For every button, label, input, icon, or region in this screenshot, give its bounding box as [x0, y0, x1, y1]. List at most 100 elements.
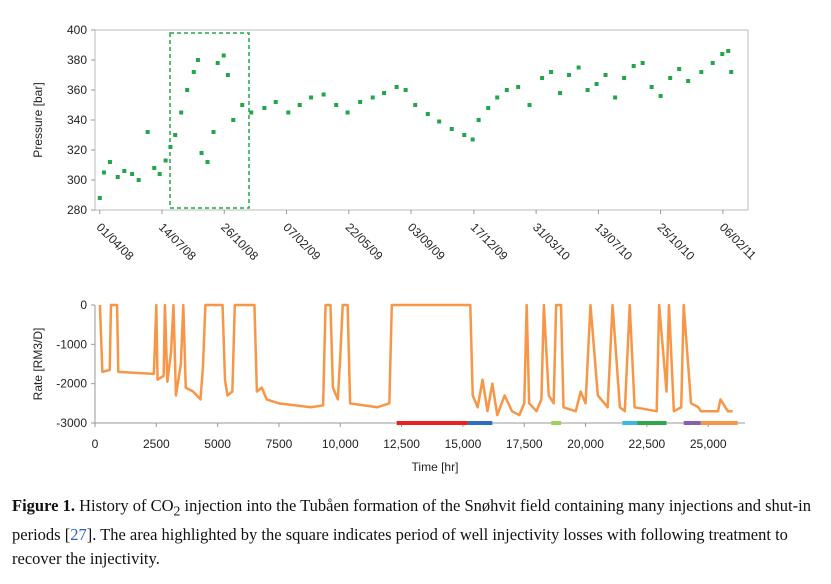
caption-text: ]. The area highlighted by the square in…: [12, 525, 788, 569]
x-tick-label: 03/09/09: [405, 220, 448, 263]
x-tick-label: 2500: [143, 437, 170, 451]
point: [462, 133, 467, 137]
point: [115, 175, 120, 179]
caption: Figure 1. History of CO2 injection into …: [12, 494, 817, 571]
point: [576, 65, 581, 70]
point: [130, 172, 135, 176]
x-tick-label: 07/02/09: [280, 220, 323, 263]
point: [358, 100, 363, 104]
x-tick-label: 13/07/10: [592, 220, 635, 263]
point: [195, 58, 200, 62]
point: [558, 91, 563, 95]
point: [631, 64, 636, 68]
point: [179, 110, 184, 115]
x-tick-label: 5000: [204, 437, 231, 451]
x-tick-label: 0: [92, 437, 99, 451]
period-bar: [700, 421, 738, 425]
x-tick-label: 14/07/08: [156, 220, 199, 263]
point: [97, 196, 102, 200]
x-tick-label: 06/02/11: [717, 220, 760, 263]
point: [677, 67, 682, 71]
point: [286, 110, 291, 115]
y-tick-label: 400: [67, 23, 87, 37]
point: [726, 49, 731, 53]
highlight-box: [169, 32, 250, 209]
caption-text: History of CO: [79, 496, 174, 515]
point: [136, 178, 141, 182]
point: [686, 79, 691, 83]
point: [413, 103, 418, 107]
point: [262, 106, 267, 110]
point: [370, 95, 375, 100]
x-tick-label: 7500: [266, 437, 293, 451]
point: [145, 130, 150, 134]
x-tick-label: 10,000: [322, 437, 359, 451]
point: [107, 160, 112, 164]
y-tick-label: 360: [67, 83, 87, 97]
y-tick-label: -1000: [56, 337, 87, 351]
point: [382, 91, 387, 95]
point: [101, 170, 106, 175]
caption-text: injection into the Tubåen formation of t…: [12, 496, 811, 545]
point: [470, 137, 475, 142]
period-bar: [467, 421, 493, 425]
caption-label: Figure 1.: [12, 496, 75, 515]
y-tick-label: 320: [67, 143, 87, 157]
point: [249, 110, 254, 115]
point: [495, 95, 500, 100]
y-tick-label: 300: [67, 173, 87, 187]
rate-line: [98, 303, 733, 417]
point: [215, 61, 220, 65]
point: [221, 53, 226, 58]
y-tick-label: 280: [67, 203, 87, 217]
point: [720, 52, 725, 56]
point: [699, 70, 704, 74]
point: [658, 94, 663, 98]
point: [122, 169, 127, 173]
period-bar: [622, 421, 638, 425]
y-tick-label: 340: [67, 113, 87, 127]
point: [273, 100, 278, 104]
point: [163, 158, 168, 163]
period-bar: [637, 421, 667, 425]
point: [540, 76, 545, 80]
point: [504, 88, 509, 92]
point: [191, 70, 196, 74]
point: [486, 106, 491, 110]
x-tick-label: 20,000: [567, 437, 604, 451]
point: [394, 85, 399, 89]
y-tick-label: 0: [80, 298, 87, 312]
point: [185, 88, 190, 92]
point: [321, 92, 326, 97]
caption-subscript: 2: [173, 503, 181, 519]
figure: 280 300 320 340 360 380 400 01/04/08 14/07/08 26/…: [31, 23, 760, 474]
point: [225, 73, 230, 77]
x-tick-label: 25,000: [690, 437, 727, 451]
point: [309, 95, 314, 100]
point: [729, 70, 734, 74]
point: [211, 130, 216, 134]
point: [437, 119, 442, 124]
caption-reference[interactable]: 27: [70, 525, 87, 545]
x-tick-label: 31/03/10: [530, 220, 573, 263]
point: [668, 76, 673, 80]
point: [240, 103, 245, 107]
point: [345, 110, 350, 115]
x-tick-label: 22/05/09: [343, 220, 386, 263]
period-bar: [396, 421, 468, 425]
point: [594, 82, 599, 86]
y-axis-label: Pressure [bar]: [31, 82, 45, 157]
point: [199, 151, 204, 155]
point: [622, 76, 627, 80]
plot-frame: [94, 29, 749, 211]
point: [297, 103, 302, 107]
point: [710, 61, 715, 65]
point: [334, 103, 339, 107]
y-tick-label: 380: [67, 53, 87, 67]
x-tick-label: 17/12/09: [468, 220, 511, 263]
x-tick-label: 22,500: [629, 437, 666, 451]
x-tick-label: 17,500: [506, 437, 543, 451]
point: [449, 127, 454, 131]
point: [425, 112, 430, 116]
